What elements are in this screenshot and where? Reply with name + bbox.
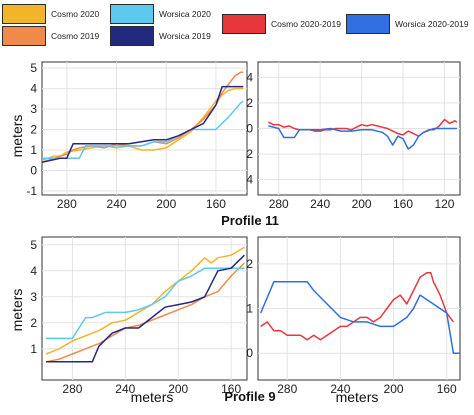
x-tick-label: 240 xyxy=(310,197,330,211)
x-tick-label: 200 xyxy=(156,197,176,211)
y-tick-label: 4 xyxy=(246,70,253,84)
legend-swatch xyxy=(2,4,46,24)
legend-swatch xyxy=(2,26,46,46)
legend: Cosmo 2020 Worsica 2020 Cosmo 2020-2019 … xyxy=(0,0,474,52)
legend-item-worsica-2019: Worsica 2019 xyxy=(110,26,211,46)
y-tick-label: 2 xyxy=(246,147,253,161)
y-tick-label: 1 xyxy=(30,342,37,356)
series-line-worsica-2019 xyxy=(42,85,244,164)
x-tick-label: 200 xyxy=(384,382,404,396)
plot-area xyxy=(41,61,248,196)
series-line-worsica-2020-2019 xyxy=(268,125,457,150)
legend-item-worsica-2020: Worsica 2020 xyxy=(110,4,211,24)
series-line-worsica-2019 xyxy=(46,254,245,363)
y-tick-label: 1 xyxy=(246,302,253,316)
profile-9-diff-x-axis-title: meters xyxy=(336,389,379,405)
legend-item-cosmo-2020-2019: Cosmo 2020-2019 xyxy=(222,14,341,34)
x-tick-label: 160 xyxy=(221,382,241,396)
x-tick-label: 240 xyxy=(107,197,127,211)
y-tick-label: 3 xyxy=(30,102,37,116)
y-tick-label: 0 xyxy=(246,346,253,360)
y-tick-label: 0 xyxy=(246,122,253,136)
legend-label: Cosmo 2019 xyxy=(51,31,100,41)
legend-swatch xyxy=(110,4,154,24)
y-tick-label: 2 xyxy=(246,96,253,110)
y-tick-label: -1 xyxy=(26,184,37,198)
profile-11-y-axis-title: meters xyxy=(9,115,25,158)
x-tick-label: 160 xyxy=(437,382,457,396)
series-line-worsica-2020-2019 xyxy=(260,280,460,354)
y-tick-label: 5 xyxy=(30,238,37,252)
legend-swatch xyxy=(222,14,266,34)
profile-9-y-axis-title: meters xyxy=(9,289,25,332)
profile-9-elevation-panel: 280 240 200 160 1 2 3 4 5 xyxy=(30,236,248,396)
y-tick-label: 5 xyxy=(30,61,37,75)
x-tick-label: 240 xyxy=(330,382,350,396)
legend-item-cosmo-2019: Cosmo 2019 xyxy=(2,26,99,46)
legend-item-worsica-2020-2019: Worsica 2020-2019 xyxy=(346,14,469,34)
x-tick-label: 280 xyxy=(57,197,77,211)
x-tick-label: 280 xyxy=(277,382,297,396)
y-tick-label: 3 xyxy=(30,290,37,304)
profile-9-title: Profile 9 xyxy=(224,389,275,404)
x-tick-label: 160 xyxy=(206,197,226,211)
y-tick-label: 2 xyxy=(30,123,37,137)
x-tick-label: 200 xyxy=(352,197,372,211)
x-tick-label: 280 xyxy=(62,382,82,396)
legend-label: Worsica 2020 xyxy=(159,9,211,19)
y-tick-label: 2 xyxy=(246,257,253,271)
y-tick-label: 4 xyxy=(30,82,37,96)
series-line-worsica-2020 xyxy=(46,267,245,340)
profile-9-difference-panel: 280 240 200 160 0 1 2 xyxy=(246,236,461,396)
series-line-cosmo-2020-2019 xyxy=(260,272,454,341)
y-tick-label: 4 xyxy=(30,264,37,278)
profile-11-difference-panel: 280 240 200 160 120 4 2 0 2 4 xyxy=(246,61,461,211)
y-tick-label: 2 xyxy=(30,316,37,330)
legend-label: Cosmo 2020-2019 xyxy=(271,19,341,29)
legend-label: Worsica 2019 xyxy=(159,31,211,41)
x-tick-label: 160 xyxy=(393,197,413,211)
y-tick-label: 0 xyxy=(30,163,37,177)
y-tick-label: 1 xyxy=(30,143,37,157)
x-tick-label: 240 xyxy=(115,382,135,396)
legend-label: Worsica 2020-2019 xyxy=(395,19,469,29)
series-line-worsica-2020 xyxy=(42,100,244,159)
x-tick-label: 120 xyxy=(434,197,454,211)
x-tick-label: 200 xyxy=(168,382,188,396)
profile-9-x-axis-title: meters xyxy=(131,389,174,405)
legend-swatch xyxy=(110,26,154,46)
legend-item-cosmo-2020: Cosmo 2020 xyxy=(2,4,99,24)
legend-swatch xyxy=(346,14,390,34)
x-tick-label: 280 xyxy=(269,197,289,211)
legend-label: Cosmo 2020 xyxy=(51,9,100,19)
profile-11-elevation-panel: 280 240 200 160 -1 0 1 2 3 4 5 xyxy=(26,61,248,211)
series-line-cosmo-2020 xyxy=(42,87,244,161)
y-tick-label: 4 xyxy=(246,173,253,187)
profile-11-title: Profile 11 xyxy=(221,213,279,228)
